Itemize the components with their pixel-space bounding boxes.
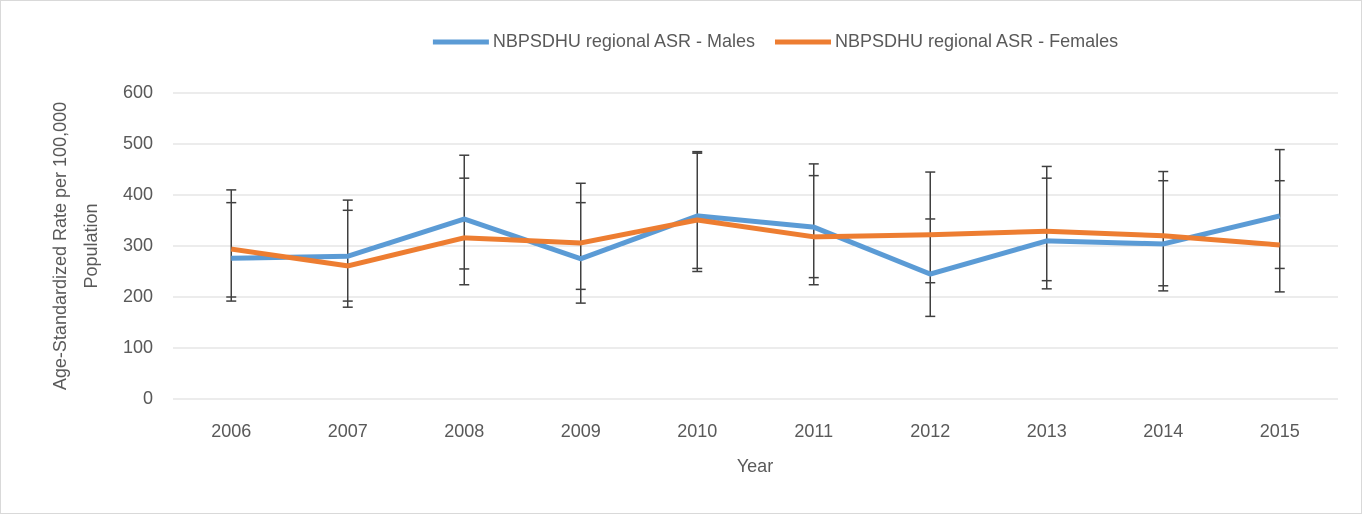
x-tick-label: 2009 [561, 421, 601, 441]
legend-item: NBPSDHU regional ASR - Males [432, 31, 755, 51]
legend-label: NBPSDHU regional ASR - Males [493, 31, 755, 51]
y-tick-label: 0 [143, 388, 153, 408]
y-tick-label: 200 [123, 286, 153, 306]
error-bar [1274, 179, 1285, 293]
error-bar [692, 152, 703, 270]
y-tick-label: 400 [123, 184, 153, 204]
x-tick-label: 2014 [1143, 421, 1183, 441]
error-bar [1158, 179, 1169, 287]
error-bar [459, 177, 470, 270]
x-tick-label: 2008 [444, 421, 484, 441]
y-axis-title-line: Population [81, 203, 101, 288]
legend-item: NBPSDHU regional ASR - Females [774, 31, 1118, 51]
y-axis-title: Age-Standardized Rate per 100,000 Popula… [50, 102, 101, 390]
x-tick-label: 2006 [211, 421, 251, 441]
y-tick-label: 300 [123, 235, 153, 255]
x-tick-label: 2012 [910, 421, 950, 441]
error-bar [925, 171, 936, 284]
x-tick-label: 2015 [1260, 421, 1300, 441]
y-axis-title-line: Age-Standardized Rate per 100,000 [50, 102, 70, 390]
x-axis-title: Year [737, 456, 773, 476]
error-bar [575, 201, 586, 291]
y-tick-label: 500 [123, 133, 153, 153]
series-line [231, 213, 1281, 277]
legend: NBPSDHU regional ASR - Males NBPSDHU regi… [432, 31, 1118, 51]
legend-label: NBPSDHU regional ASR - Females [835, 31, 1118, 51]
x-tick-label: 2011 [794, 421, 833, 441]
y-tick-label: 600 [123, 82, 153, 102]
series-line [230, 217, 1280, 269]
x-tick-label: 2013 [1027, 421, 1067, 441]
x-tick-label: 2010 [677, 421, 717, 441]
y-tick-label: 100 [123, 337, 153, 357]
x-tick-label: 2007 [328, 421, 368, 441]
